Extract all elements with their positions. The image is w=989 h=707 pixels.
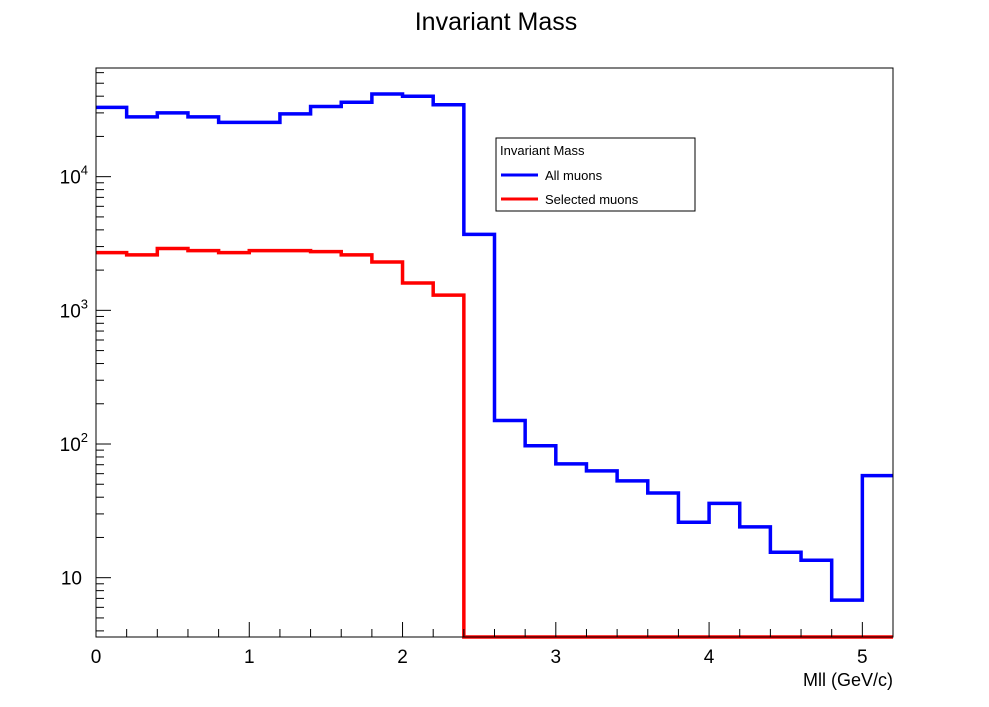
x-tick-label: 4 — [704, 647, 715, 668]
x-tick-label: 1 — [244, 647, 255, 668]
chart-title: Invariant Mass — [415, 8, 578, 36]
x-tick-label: 3 — [551, 647, 562, 668]
x-tick-label: 5 — [857, 647, 868, 668]
legend-title: Invariant Mass — [500, 143, 585, 158]
y-tick-base: 10 — [60, 301, 81, 322]
y-tick-base: 10 — [60, 168, 81, 189]
x-tick-label: 0 — [91, 647, 102, 668]
legend-label-selected-muons: Selected muons — [545, 192, 639, 207]
x-tick-label: 2 — [397, 647, 408, 668]
y-tick-label: 102 — [60, 430, 88, 456]
x-axis-label: Mll (GeV/c) — [803, 670, 893, 690]
legend: Invariant Mass All muons Selected muons — [495, 137, 696, 212]
y-tick-label: 10 — [61, 569, 82, 590]
y-tick-base: 10 — [60, 435, 81, 456]
series-line-all-muons — [96, 92, 893, 602]
y-tick-exponent: 4 — [81, 163, 88, 178]
legend-label-all-muons: All muons — [545, 168, 603, 183]
y-tick-label: 104 — [60, 163, 88, 189]
y-tick-label: 103 — [60, 296, 88, 322]
y-tick-exponent: 3 — [81, 296, 88, 311]
series-layer — [96, 92, 893, 639]
y-tick-exponent: 2 — [81, 430, 88, 445]
